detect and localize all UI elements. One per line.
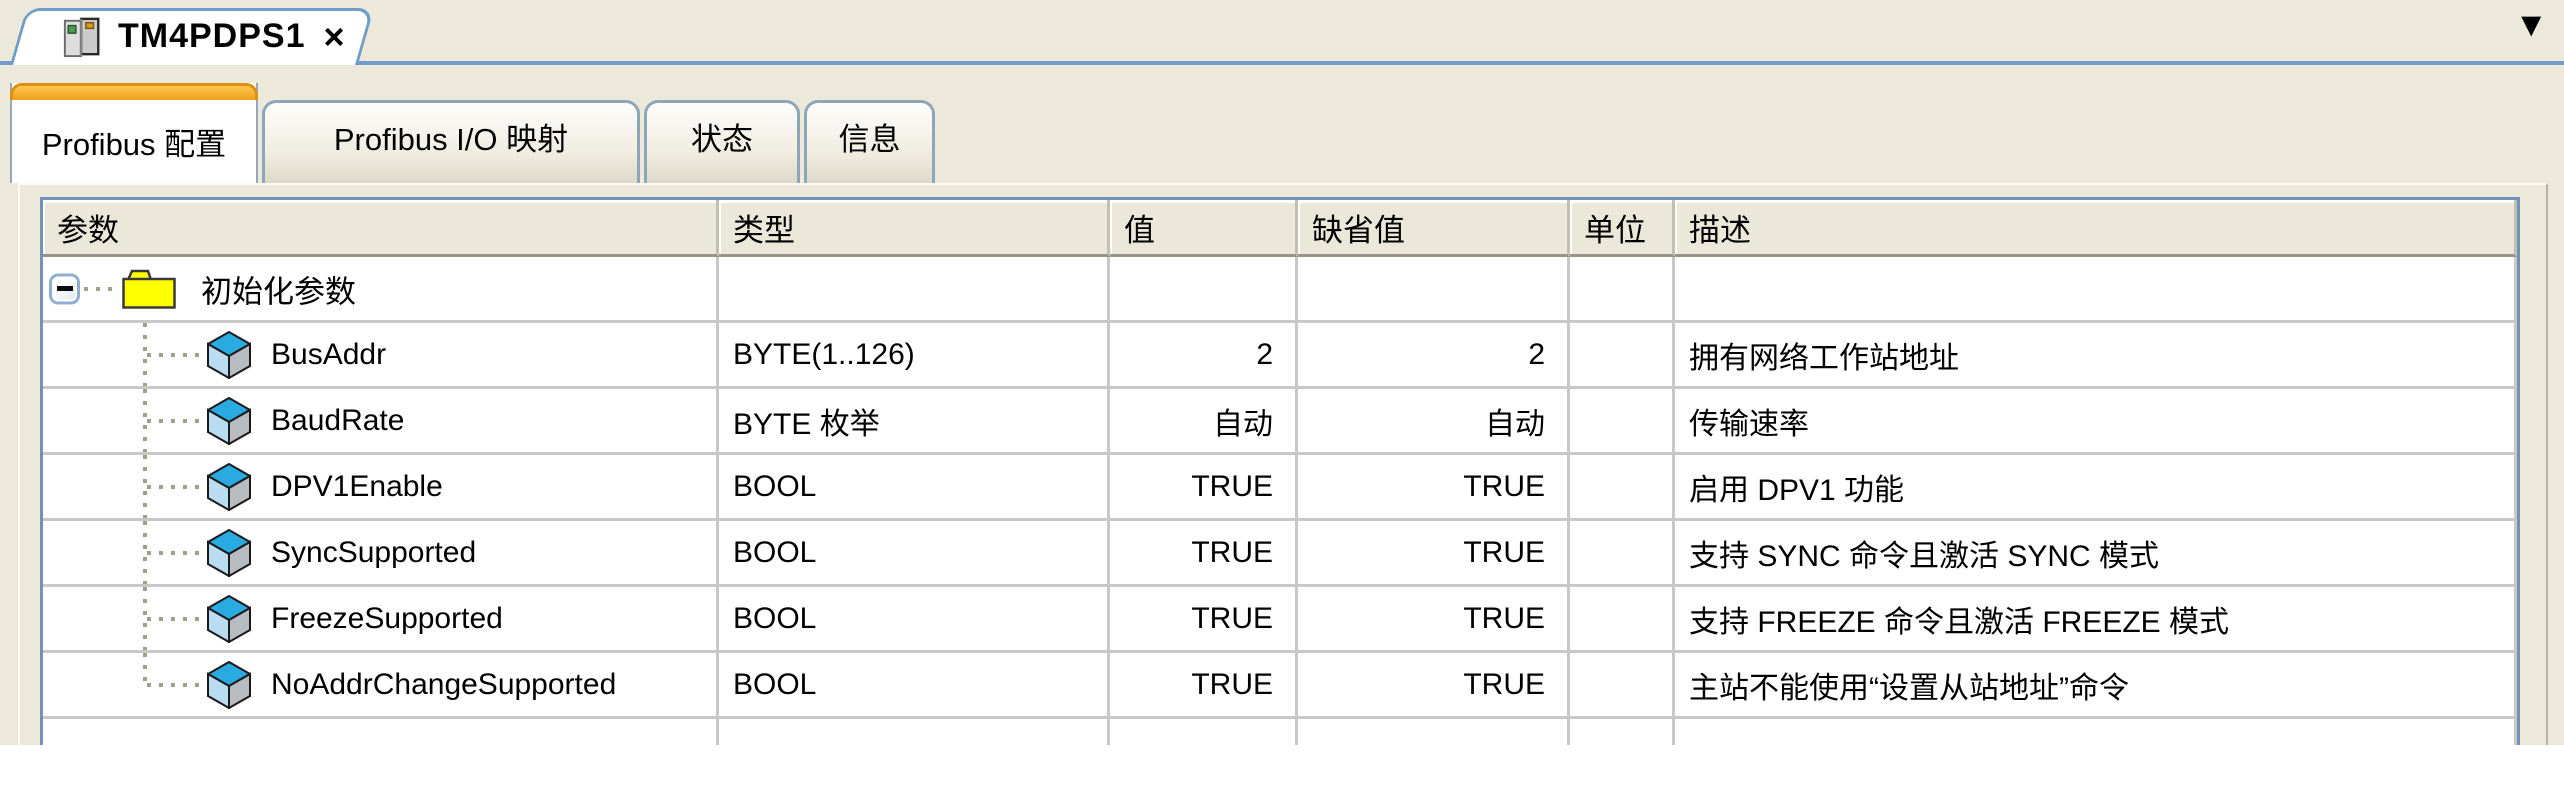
cell-description: 支持 FREEZE 命令且激活 FREEZE 模式 [1675, 587, 2517, 653]
minus-icon [56, 286, 73, 291]
document-tab-tm4pdps1[interactable]: TM4PDPS1 × [10, 8, 375, 65]
cell-unit [1570, 521, 1675, 587]
parameter-name: DPV1Enable [271, 469, 443, 503]
col-header-description[interactable]: 描述 [1675, 200, 2517, 257]
table-header-row: 参数 类型 值 缺省值 单位 描述 [43, 200, 2517, 257]
cell-default: TRUE [1298, 521, 1570, 587]
tree-dots [147, 550, 205, 555]
tab-status[interactable]: 状态 [644, 100, 800, 183]
tree-dots [147, 484, 205, 489]
parameter-name: NoAddrChangeSupported [271, 667, 617, 701]
parameter-cube-icon [207, 660, 251, 709]
tree-line [143, 653, 147, 685]
document-tab-title: TM4PDPS1 [118, 17, 306, 55]
cell-value[interactable]: TRUE [1110, 521, 1298, 587]
tab-information[interactable]: 信息 [804, 100, 935, 183]
col-header-parameter[interactable]: 参数 [43, 200, 719, 257]
tree-dots [84, 286, 120, 291]
table-row-freezesupported[interactable]: FreezeSupported BOOL TRUE TRUE 支持 FREEZE… [43, 587, 2517, 653]
empty-table-space [43, 719, 2517, 745]
cell-value[interactable]: 自动 [1110, 389, 1298, 455]
cell-default: TRUE [1298, 653, 1570, 719]
tree-line [143, 455, 147, 518]
parameter-table: 参数 类型 值 缺省值 单位 描述 [43, 200, 2517, 745]
cell-default: TRUE [1298, 587, 1570, 653]
cell-unit [1570, 455, 1675, 521]
cell-type: BOOL [719, 587, 1110, 653]
cell-value[interactable]: TRUE [1110, 653, 1298, 719]
tree-line [143, 323, 147, 386]
tree-collapse-button[interactable] [49, 273, 80, 304]
device-module-icon [63, 17, 100, 57]
parameter-cube-icon [207, 594, 251, 643]
tab-overflow-dropdown-icon[interactable]: ▼ [2514, 6, 2548, 44]
table-row-syncsupported[interactable]: SyncSupported BOOL TRUE TRUE 支持 SYNC 命令且… [43, 521, 2517, 587]
cell-default: 2 [1298, 323, 1570, 389]
doc-tab-strip-divider [0, 61, 2564, 65]
cell-unit [1570, 323, 1675, 389]
folder-icon [122, 269, 176, 309]
tree-dots [147, 418, 205, 423]
cell-type: BYTE 枚举 [719, 389, 1110, 455]
tab-profibus-io-mapping[interactable]: Profibus I/O 映射 [262, 100, 640, 183]
tree-line [143, 389, 147, 452]
parameter-name: FreezeSupported [271, 601, 503, 635]
parameter-cube-icon [207, 462, 251, 511]
parameter-cube-icon [207, 528, 251, 577]
cell-unit [1570, 587, 1675, 653]
tree-dots [147, 682, 205, 687]
parameter-name: BaudRate [271, 403, 405, 437]
tree-line [143, 587, 147, 650]
tree-dots [147, 352, 205, 357]
parameter-cube-icon [207, 396, 251, 445]
cell-description: 支持 SYNC 命令且激活 SYNC 模式 [1675, 521, 2517, 587]
table-row-dpv1enable[interactable]: DPV1Enable BOOL TRUE TRUE 启用 DPV1 功能 [43, 455, 2517, 521]
cell-description: 主站不能使用“设置从站地址”命令 [1675, 653, 2517, 719]
tree-dots [147, 616, 205, 621]
table-row-noaddrchangesupported[interactable]: NoAddrChangeSupported BOOL TRUE TRUE 主站不… [43, 653, 2517, 719]
cell-value[interactable]: 2 [1110, 323, 1298, 389]
cell-unit [1570, 653, 1675, 719]
parameter-table-area: 参数 类型 值 缺省值 单位 描述 [40, 197, 2520, 745]
config-panel: 参数 类型 值 缺省值 单位 描述 [18, 183, 2548, 745]
cell-unit [1570, 389, 1675, 455]
col-header-default[interactable]: 缺省值 [1298, 200, 1570, 257]
cell-value[interactable]: TRUE [1110, 455, 1298, 521]
cell-description: 拥有网络工作站地址 [1675, 323, 2517, 389]
cell-value[interactable]: TRUE [1110, 587, 1298, 653]
group-row-init-params[interactable]: 初始化参数 [43, 257, 2517, 323]
cell-type: BOOL [719, 455, 1110, 521]
cell-description: 启用 DPV1 功能 [1675, 455, 2517, 521]
cell-default: TRUE [1298, 455, 1570, 521]
parameter-name: BusAddr [271, 337, 387, 371]
parameter-cube-icon [207, 330, 251, 379]
col-header-value[interactable]: 值 [1110, 200, 1298, 257]
tab-profibus-config[interactable]: Profibus 配置 [10, 83, 258, 183]
col-header-unit[interactable]: 单位 [1570, 200, 1675, 257]
cell-type: BOOL [719, 521, 1110, 587]
cell-default: 自动 [1298, 389, 1570, 455]
tree-line [143, 521, 147, 584]
cell-description: 传输速率 [1675, 389, 2517, 455]
editor-background: TM4PDPS1 × ▼ Profibus 配置 Profibus I/O 映射… [0, 0, 2564, 745]
tab-label: Profibus 配置 [41, 127, 227, 162]
parameter-name: SyncSupported [271, 535, 477, 569]
cell-type: BOOL [719, 653, 1110, 719]
table-row-baudrate[interactable]: BaudRate BYTE 枚举 自动 自动 传输速率 [43, 389, 2517, 455]
cell-type: BYTE(1..126) [719, 323, 1110, 389]
group-label: 初始化参数 [201, 274, 356, 309]
col-header-type[interactable]: 类型 [719, 200, 1110, 257]
active-tab-accent [10, 83, 258, 100]
close-tab-button[interactable]: × [323, 15, 345, 57]
table-row-busaddr[interactable]: BusAddr BYTE(1..126) 2 2 拥有网络工作站地址 [43, 323, 2517, 389]
